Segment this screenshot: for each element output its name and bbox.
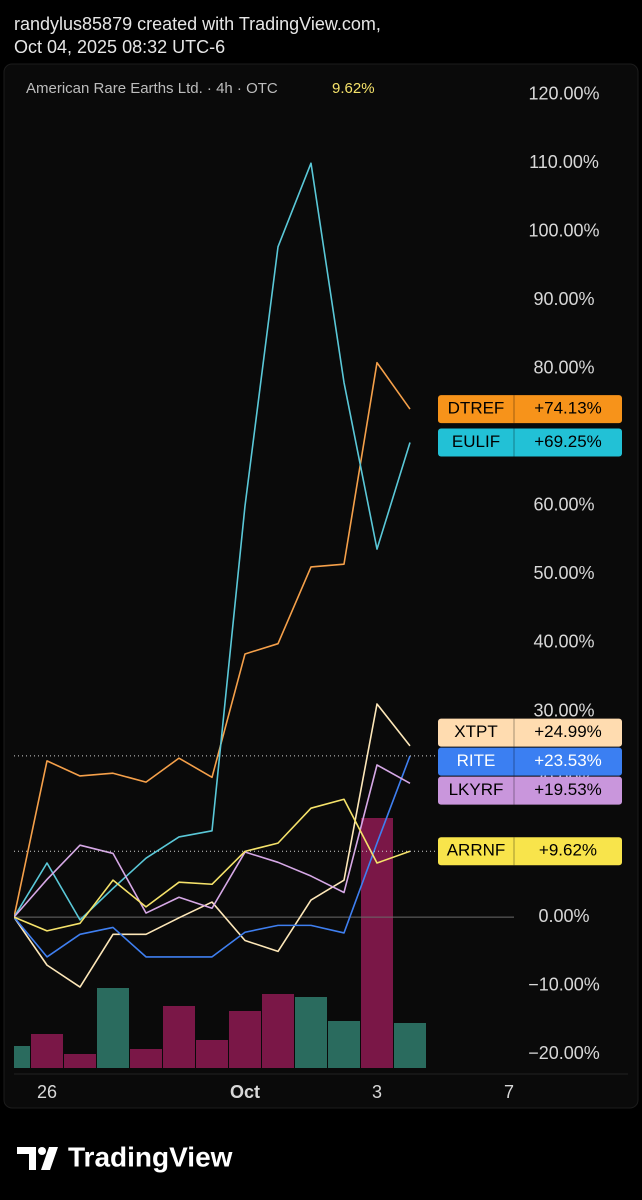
y-tick-label: 40.00% bbox=[533, 632, 594, 652]
header-line: randylus85879 created with TradingView.c… bbox=[14, 14, 381, 34]
overlay: 26Oct37−20.00%−10.00%0.00%10.00%20.00%30… bbox=[37, 83, 622, 1102]
value-tag bbox=[438, 837, 622, 866]
volume-bar bbox=[229, 1011, 261, 1068]
tag-value: +24.99% bbox=[534, 722, 602, 741]
volume-bar bbox=[295, 997, 327, 1068]
volume-bar bbox=[31, 1034, 63, 1068]
y-tick-label: 0.00% bbox=[538, 906, 589, 926]
volume-bar bbox=[14, 1046, 30, 1068]
chart-title: American Rare Earths Ltd. · 4h · OTC bbox=[26, 80, 278, 97]
tag-value: +9.62% bbox=[539, 841, 597, 860]
tag-value: +69.25% bbox=[534, 432, 602, 451]
y-tick-label: 50.00% bbox=[533, 563, 594, 583]
volume-bar bbox=[97, 988, 129, 1068]
change-label: 9.62% bbox=[332, 80, 375, 97]
y-tick-label: −20.00% bbox=[528, 1043, 600, 1063]
series-line bbox=[14, 703, 411, 988]
volume-bar bbox=[361, 818, 393, 1068]
volume-bar bbox=[328, 1021, 360, 1068]
y-tick-label: 60.00% bbox=[533, 495, 594, 515]
tag-value: +74.13% bbox=[534, 399, 602, 418]
x-tick-label: 3 bbox=[372, 1082, 382, 1102]
y-tick-label: 100.00% bbox=[528, 221, 599, 241]
value-tag bbox=[438, 776, 622, 805]
tag-name: XTPT bbox=[454, 722, 497, 741]
series-line bbox=[14, 162, 411, 921]
series-line bbox=[14, 755, 411, 958]
volume-bar bbox=[196, 1040, 228, 1068]
volume-bar bbox=[163, 1006, 195, 1068]
x-tick-label: 26 bbox=[37, 1082, 57, 1102]
plot bbox=[14, 162, 514, 1068]
y-tick-label: 90.00% bbox=[533, 289, 594, 309]
value-tag bbox=[438, 428, 622, 457]
series-line bbox=[14, 798, 411, 932]
series-line bbox=[14, 361, 411, 918]
tag-name: ARRNF bbox=[447, 841, 506, 860]
y-tick-label: 120.00% bbox=[528, 83, 599, 103]
value-tag bbox=[438, 747, 622, 776]
tag-name: LKYRF bbox=[449, 780, 504, 799]
value-tag bbox=[438, 395, 622, 424]
y-tick-label: 80.00% bbox=[533, 358, 594, 378]
volume-bar bbox=[262, 994, 294, 1068]
y-tick-label: 30.00% bbox=[533, 700, 594, 720]
brand-name: TradingView bbox=[68, 1141, 233, 1172]
volume-bar bbox=[130, 1049, 162, 1068]
volume-bar bbox=[64, 1054, 96, 1068]
tag-value: +19.53% bbox=[534, 780, 602, 799]
y-tick-label: 110.00% bbox=[529, 152, 599, 172]
tag-name: RITE bbox=[457, 751, 496, 770]
volume-bar bbox=[394, 1023, 426, 1068]
brand-logo bbox=[17, 1147, 58, 1170]
series-line bbox=[14, 764, 411, 918]
x-tick-label: 7 bbox=[504, 1082, 514, 1102]
y-tick-label: −10.00% bbox=[528, 974, 600, 994]
tag-name: DTREF bbox=[448, 399, 505, 418]
tag-value: +23.53% bbox=[534, 751, 602, 770]
x-tick-label: Oct bbox=[230, 1082, 260, 1102]
value-tag bbox=[438, 718, 622, 747]
tag-name: EULIF bbox=[452, 432, 500, 451]
header-line: Oct 04, 2025 08:32 UTC-6 bbox=[14, 37, 225, 57]
